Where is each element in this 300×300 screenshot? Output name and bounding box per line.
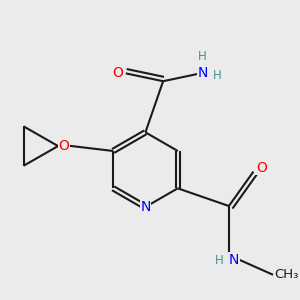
Text: O: O	[58, 139, 69, 153]
Text: N: N	[140, 200, 151, 214]
Text: H: H	[213, 69, 221, 82]
Text: CH₃: CH₃	[275, 268, 299, 281]
Text: H: H	[198, 50, 207, 63]
Text: O: O	[256, 161, 267, 175]
Text: O: O	[112, 66, 123, 80]
Text: H: H	[215, 254, 224, 267]
Text: N: N	[229, 253, 239, 267]
Text: N: N	[197, 66, 208, 80]
